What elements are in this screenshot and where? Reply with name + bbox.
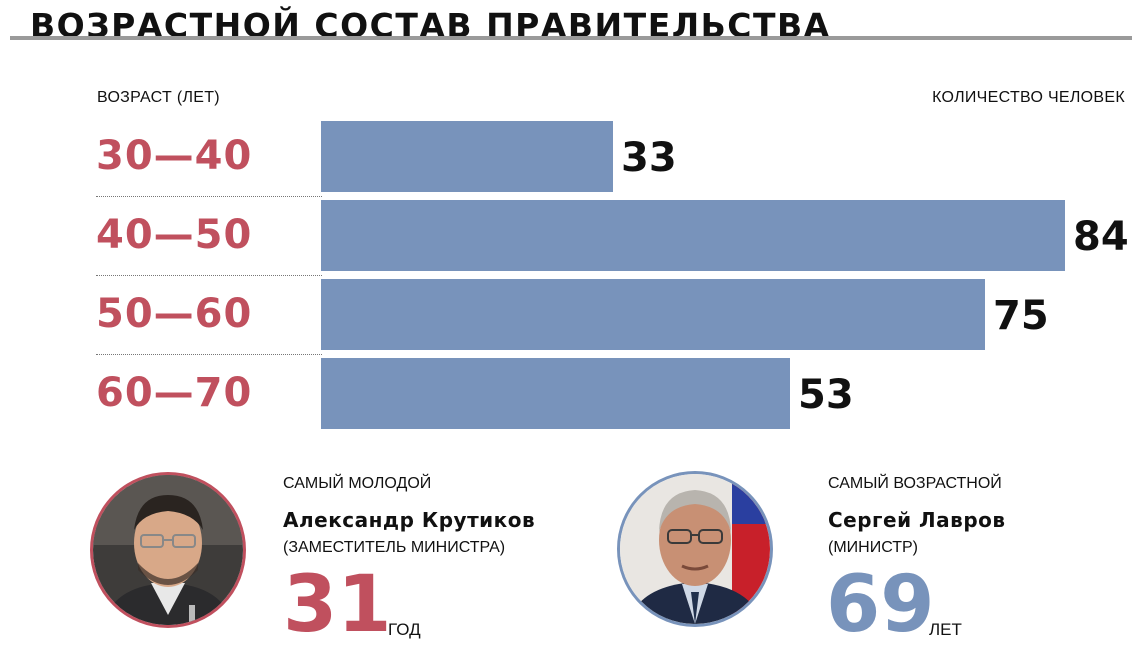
oldest-name: Сергей Лавров: [828, 508, 1006, 532]
bar-value-label: 33: [621, 135, 677, 181]
oldest-caption: САМЫЙ ВОЗРАСТНОЙ: [828, 475, 1002, 492]
y-axis-label: ВОЗРАСТ (ЛЕТ): [97, 89, 220, 106]
oldest-role: (МИНИСТР): [828, 539, 919, 556]
youngest-name: Александр Крутиков: [283, 508, 536, 532]
bar: [321, 358, 790, 429]
youngest-role: (ЗАМЕСТИТЕЛЬ МИНИСТРА): [283, 539, 506, 556]
youngest-member-photo: [90, 472, 246, 628]
youngest-age: 31: [283, 560, 392, 650]
oldest-member-photo: [617, 471, 773, 627]
category-label: 60—70: [96, 370, 253, 416]
row-separator: [96, 354, 322, 355]
bar: [321, 200, 1065, 271]
x-axis-label: КОЛИЧЕСТВО ЧЕЛОВЕК: [932, 89, 1125, 106]
category-label: 30—40: [96, 133, 253, 179]
oldest-age: 69: [826, 560, 935, 650]
title-underline: [10, 36, 1132, 40]
category-label: 40—50: [96, 212, 253, 258]
youngest-age-unit: ГОД: [388, 620, 421, 639]
row-separator: [96, 196, 322, 197]
bar: [321, 121, 613, 192]
bar-value-label: 84: [1073, 214, 1129, 260]
category-label: 50—60: [96, 291, 253, 337]
bar: [321, 279, 985, 350]
row-separator: [96, 275, 322, 276]
bar-value-label: 75: [993, 293, 1049, 339]
oldest-age-unit: ЛЕТ: [929, 620, 962, 639]
bar-value-label: 53: [798, 372, 854, 418]
youngest-caption: САМЫЙ МОЛОДОЙ: [283, 475, 432, 492]
